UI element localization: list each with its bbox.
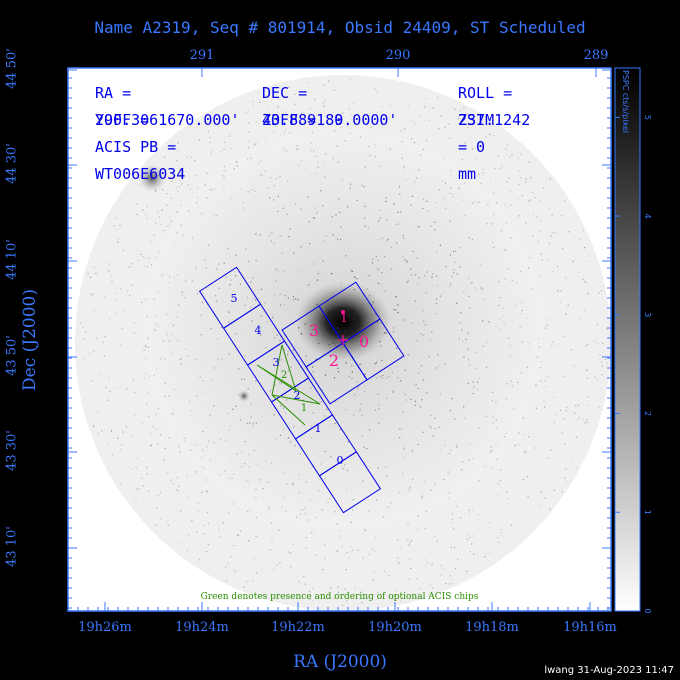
optional-chip-edge	[281, 344, 297, 392]
aimpoint-marker	[338, 310, 348, 345]
ra-top-tick-label: 289	[583, 48, 609, 63]
ra-tick-label: 19h26m	[78, 620, 132, 635]
ra-top-tick-label: 291	[189, 48, 215, 63]
dec-tick-label: 44 30'	[4, 143, 20, 184]
acis-i-label: 0	[359, 332, 369, 351]
axis-ticks	[67, 67, 611, 611]
plot-frame	[67, 67, 612, 612]
zoff-value: ZOFF = 0.0000'	[262, 111, 398, 129]
acis-i-chip	[342, 318, 405, 381]
colorbar-tick-label: 5	[643, 115, 652, 120]
cluster-core	[295, 282, 391, 362]
acis-s-label: 0	[337, 454, 344, 467]
footer-stamp: lwang 31-Aug-2023 11:47	[544, 665, 674, 676]
ra-tick-label: 19h18m	[465, 620, 519, 635]
dec-tick-label: 43 50'	[4, 335, 20, 376]
acis-s-array	[198, 266, 382, 514]
colorbar-ticks: 0 1 2 3 4 5	[615, 115, 652, 614]
dec-tick-label: 44 50'	[4, 48, 20, 89]
colorbar-tick-label: 1	[643, 510, 652, 515]
dec-value: DEC = 43.889189	[262, 84, 344, 129]
point-source	[238, 390, 250, 402]
optional-chip-edge	[256, 364, 297, 392]
x-axis-label: RA (J2000)	[293, 652, 387, 672]
optional-chips	[256, 344, 321, 426]
plot-title: Name A2319, Seq # 801914, Obsid 24409, S…	[94, 18, 586, 37]
acis-s-label: 5	[231, 292, 238, 305]
colorbar-label: PSPC cts/s/pixel	[621, 70, 630, 134]
point-source	[138, 164, 166, 192]
dec-tick-label: 43 30'	[4, 430, 20, 471]
colorbar-tick-label: 4	[643, 214, 652, 219]
ra-top-tick-label: 290	[385, 48, 411, 63]
green-note: Green denotes presence and ordering of o…	[200, 592, 479, 602]
roll-value: ROLL = 237.1242	[458, 84, 531, 129]
colorbar-tick-label: 0	[643, 608, 652, 613]
y-axis-label: Dec (J2000)	[20, 289, 40, 391]
colorbar-tick-label: 3	[643, 312, 652, 317]
ra-tick-label: 19h24m	[175, 620, 229, 635]
ra-tick-label: 19h20m	[368, 620, 422, 635]
colorbar-tick-label: 2	[643, 411, 652, 416]
acis-s-label: 4	[255, 324, 262, 337]
optional-chip-label: 2	[281, 370, 287, 381]
acis-i-array	[281, 281, 405, 405]
dec-tick-label: 43 10'	[4, 526, 20, 567]
acis-s-label: 3	[273, 356, 280, 369]
optional-chip-edge	[271, 344, 283, 396]
ra-value: RA = 290.306167	[95, 84, 186, 129]
acis-s-label: 2	[294, 389, 301, 402]
yoff-value: YOFF = 0.000'	[95, 111, 240, 129]
acis-s-chip	[318, 451, 382, 514]
acis-i-label: 1	[340, 311, 348, 325]
ra-tick-label: 19h16m	[563, 620, 617, 635]
acis-pb-value: ACIS PB = WT006E6034	[95, 138, 186, 183]
zsim-value: ZSIM = 0 mm	[458, 111, 495, 183]
noise-speckle	[80, 78, 608, 607]
dec-tick-label: 44 10'	[4, 239, 20, 280]
optional-chip-edge	[271, 394, 306, 426]
ra-tick-label: 19h22m	[271, 620, 325, 635]
colorbar	[614, 67, 641, 612]
acis-s-label: 1	[315, 422, 322, 435]
optional-chip-label: 1	[301, 403, 307, 414]
acis-i-label: 2	[329, 351, 339, 370]
optional-chip-edge	[271, 394, 321, 405]
acis-i-label: 3	[309, 321, 319, 340]
